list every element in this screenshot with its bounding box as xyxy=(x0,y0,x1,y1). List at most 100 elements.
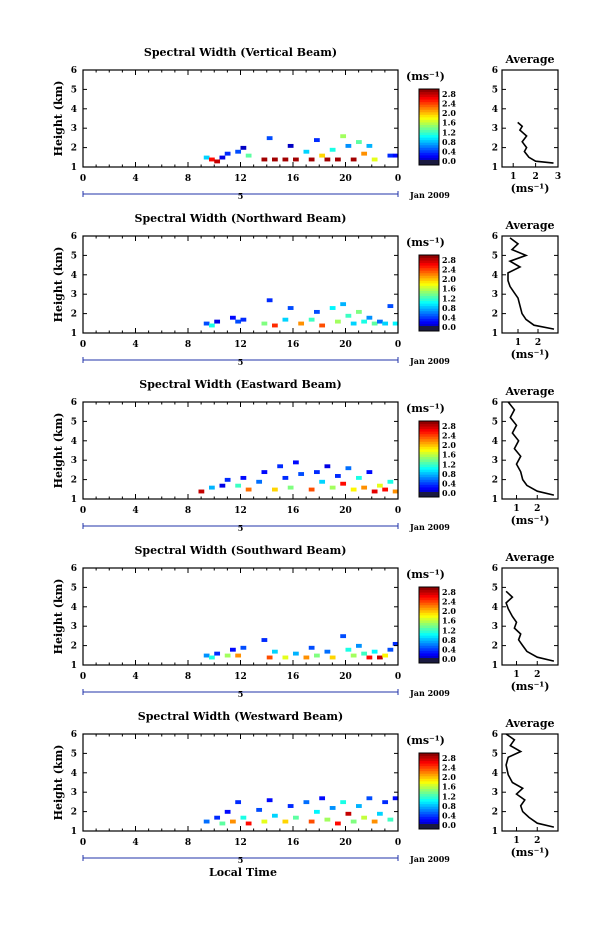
x-tick-label: 0 xyxy=(80,174,86,184)
colorbar-segment xyxy=(419,592,439,596)
colorbar-segment xyxy=(419,127,439,131)
day-label: 5 xyxy=(238,357,244,367)
heatmap-cell xyxy=(387,647,394,652)
average-profile-line xyxy=(505,733,555,828)
colorbar-tick-label: 1.2 xyxy=(442,293,456,303)
x-tick-label: 20 xyxy=(339,672,352,682)
average-x-tick-label: 1 xyxy=(510,172,516,182)
heatmap-cell xyxy=(240,145,247,150)
colorbar-segment xyxy=(419,780,439,784)
x-tick-label: 4 xyxy=(132,174,138,184)
heatmap-cell xyxy=(303,800,310,805)
colorbar-segment xyxy=(419,760,439,764)
average-x-tick-label: 2 xyxy=(532,172,538,182)
average-x-tick-label: 3 xyxy=(555,172,561,182)
y-tick-label: 1 xyxy=(71,329,77,339)
average-y-tick-label: 6 xyxy=(492,398,498,408)
y-tick-label: 1 xyxy=(71,163,77,173)
date-label: Jan 2009 xyxy=(409,356,450,366)
heatmap-cell xyxy=(371,489,378,494)
colorbar-segment xyxy=(419,627,439,631)
colorbar-segment xyxy=(419,91,439,95)
colorbar-unit-label: (ms⁻¹) xyxy=(406,236,445,249)
colorbar-frame xyxy=(418,254,440,332)
y-tick-label: 3 xyxy=(71,124,77,134)
heatmap-cell xyxy=(392,153,399,158)
heatmap-cell xyxy=(324,157,331,162)
x-tick-label: 0 xyxy=(80,838,86,848)
colorbar-segment xyxy=(419,433,439,437)
colorbar-segment xyxy=(419,632,439,636)
colorbar-segment xyxy=(419,300,439,304)
average-profile-line xyxy=(507,401,555,496)
colorbar-segment xyxy=(419,456,439,460)
colorbar-tick-label: 0.0 xyxy=(442,820,456,830)
colorbar-segment xyxy=(419,119,439,123)
y-axis-label: Height (km) xyxy=(52,413,65,489)
x-tick-label: 20 xyxy=(339,174,352,184)
y-tick-label: 1 xyxy=(71,661,77,671)
heatmap-cell xyxy=(235,483,242,488)
heatmap-cell xyxy=(345,647,352,652)
colorbar-tick-label: 0.0 xyxy=(442,488,456,498)
colorbar-segment xyxy=(419,612,439,616)
colorbar-segment xyxy=(419,277,439,281)
average-x-tick-label: 1 xyxy=(515,338,521,348)
average-y-tick-label: 3 xyxy=(492,290,498,300)
colorbar-segment xyxy=(419,765,439,769)
colorbar-segment xyxy=(419,773,439,777)
x-tick-label: 4 xyxy=(132,340,138,350)
average-profile-line xyxy=(507,237,555,330)
heatmap-cell xyxy=(335,474,341,478)
heatmap-cell xyxy=(282,317,289,322)
average-y-tick-label: 4 xyxy=(492,271,498,281)
x-tick-label: 0 xyxy=(395,672,401,682)
colorbar-segment xyxy=(419,293,439,297)
colorbar-segment xyxy=(419,486,439,490)
colorbar-segment xyxy=(419,484,439,488)
heatmap-cell xyxy=(314,653,320,658)
average-y-tick-label: 3 xyxy=(492,456,498,466)
heatmap-cell xyxy=(361,151,368,156)
colorbar-segment xyxy=(419,320,439,324)
average-y-tick-label: 6 xyxy=(492,564,498,574)
colorbar-tick-label: 2.0 xyxy=(442,108,456,118)
heatmap-cell xyxy=(224,809,231,814)
colorbar-segment xyxy=(419,451,439,455)
colorbar-segment xyxy=(419,134,439,138)
x-tick-label: 12 xyxy=(234,838,247,848)
colorbar-segment xyxy=(419,793,439,797)
day-label: 5 xyxy=(238,191,244,201)
heatmap-cell xyxy=(345,313,352,318)
colorbar-tick-label: 0.8 xyxy=(442,303,456,313)
day-label: 5 xyxy=(238,523,244,533)
heatmap-cell xyxy=(361,815,368,820)
heatmap-cell xyxy=(235,319,242,324)
average-y-tick-label: 4 xyxy=(492,437,498,447)
colorbar-segment xyxy=(419,94,439,98)
colorbar-segment xyxy=(419,768,439,772)
average-frame xyxy=(501,401,559,500)
colorbar-segment xyxy=(419,295,439,299)
heatmap-cell xyxy=(392,489,399,494)
heatmap-cell xyxy=(224,653,231,658)
y-tick-label: 4 xyxy=(71,603,77,613)
colorbar-tick-label: 1.6 xyxy=(442,118,456,128)
colorbar-segment xyxy=(419,285,439,289)
colorbar-segment xyxy=(419,114,439,118)
colorbar-segment xyxy=(419,617,439,621)
average-y-tick-label: 5 xyxy=(492,251,498,261)
colorbar-tick-label: 0.4 xyxy=(442,146,456,156)
colorbar-segment xyxy=(419,479,439,483)
heatmap-cell xyxy=(235,653,242,658)
colorbar-frame xyxy=(418,420,440,498)
heatmap-cell xyxy=(287,143,294,148)
colorbar-segment xyxy=(419,453,439,457)
colorbar-segment xyxy=(419,109,439,113)
colorbar-segment xyxy=(419,287,439,291)
colorbar-segment xyxy=(419,260,439,264)
x-tick-label: 8 xyxy=(185,340,191,350)
colorbar-segment xyxy=(419,132,439,136)
